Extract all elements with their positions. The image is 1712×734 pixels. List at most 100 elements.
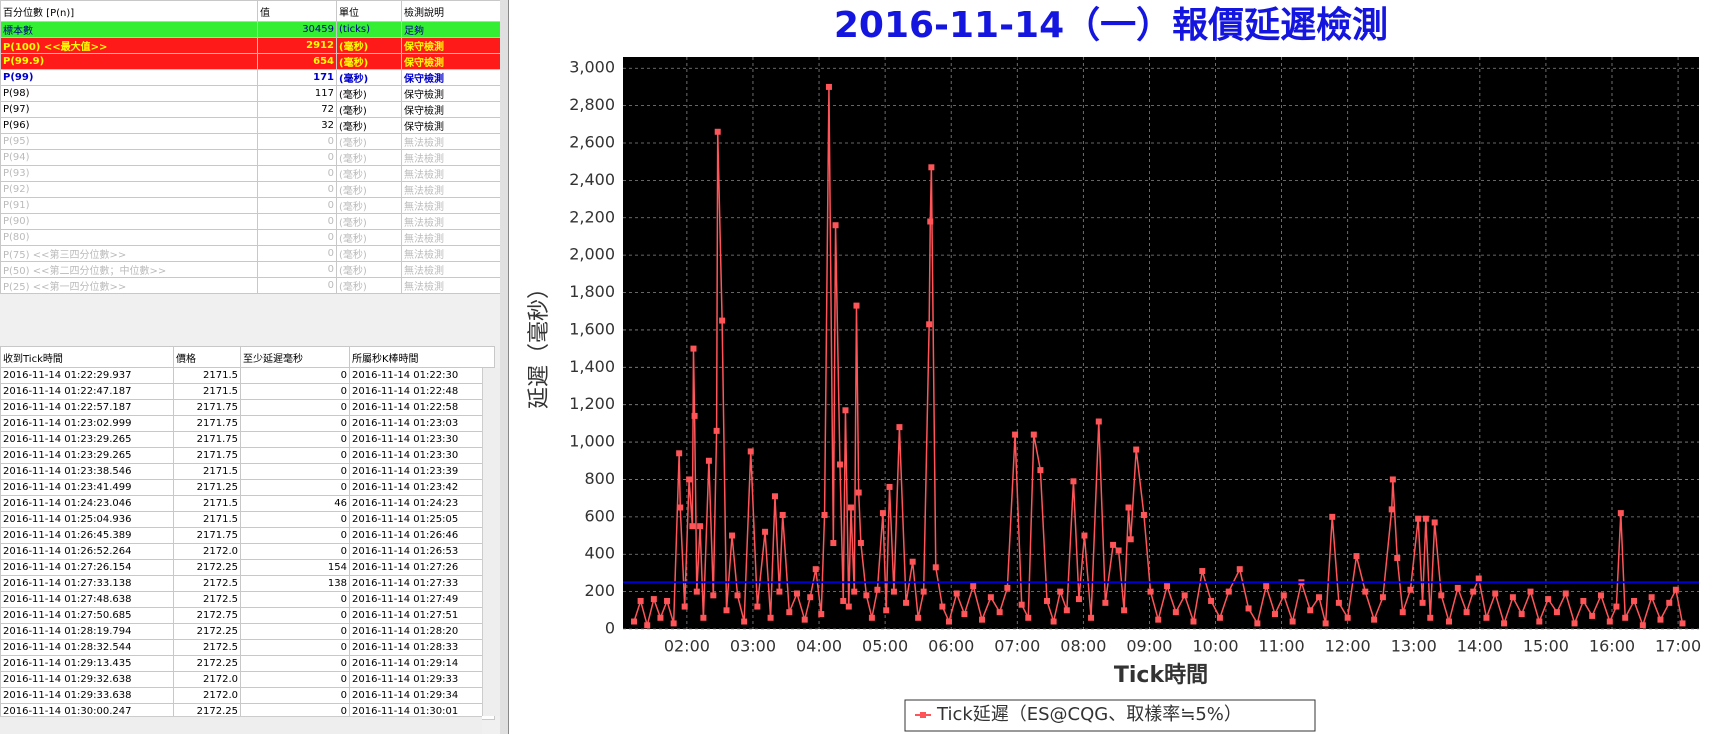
table-cell: 2016-11-14 01:22:47.187 xyxy=(0,383,174,400)
table-row[interactable]: 2016-11-14 01:29:33.638 2172.0 0 2016-11-14… xyxy=(0,687,495,704)
table-row[interactable]: P(99) 171 (毫秒) 保守檢測 xyxy=(0,69,507,86)
table-cell: 2016-11-14 01:23:02.999 xyxy=(0,415,174,432)
data-point xyxy=(1070,478,1077,485)
column-header: 收到Tick時間 xyxy=(0,346,174,368)
data-point xyxy=(1475,575,1482,582)
data-point xyxy=(1427,614,1434,621)
table-row[interactable]: 2016-11-14 01:27:48.638 2172.5 0 2016-11-14… xyxy=(0,591,495,608)
table-cell: 2016-11-14 01:22:29.937 xyxy=(0,367,174,384)
table-row[interactable]: 2016-11-14 01:22:29.937 2171.5 0 2016-11-14… xyxy=(0,367,495,384)
data-point xyxy=(1050,618,1057,625)
table-row[interactable]: P(99.9) 654 (毫秒) 保守檢測 xyxy=(0,53,507,70)
table-row[interactable]: 2016-11-14 01:30:00.247 2172.25 0 2016-11-1… xyxy=(0,703,495,720)
data-point xyxy=(1580,597,1587,604)
table-row[interactable]: P(75) <<第三四分位數>> 0 (毫秒) 無法檢測 xyxy=(0,245,507,262)
table-cell: (毫秒) xyxy=(336,165,402,182)
data-point xyxy=(1509,594,1516,601)
data-point xyxy=(1672,586,1679,593)
table-row[interactable]: 2016-11-14 01:29:32.638 2172.0 0 2016-11-14… xyxy=(0,671,495,688)
table-row[interactable]: P(91) 0 (毫秒) 無法檢測 xyxy=(0,197,507,214)
table-row[interactable]: 2016-11-14 01:26:45.389 2171.75 0 2016-11-1… xyxy=(0,527,495,544)
data-point xyxy=(1102,599,1109,606)
table-row[interactable]: 2016-11-14 01:22:57.187 2171.75 0 2016-11-1… xyxy=(0,399,495,416)
table-cell: (毫秒) xyxy=(336,229,402,246)
table-row[interactable]: P(97) 72 (毫秒) 保守檢測 xyxy=(0,101,507,118)
table-row[interactable]: 2016-11-14 01:23:29.265 2171.75 0 2016-11-1… xyxy=(0,431,495,448)
table-row[interactable]: P(100) <<最大值>> 2912 (毫秒) 保守檢測 xyxy=(0,37,507,54)
table-cell: 2016-11-14 01:23:30 xyxy=(349,447,495,464)
table-cell: 保守檢測 xyxy=(401,53,507,70)
table-cell: 2016-11-14 01:29:33.638 xyxy=(0,687,174,704)
table-cell: 2016-11-14 01:26:46 xyxy=(349,527,495,544)
table-row[interactable]: P(50) <<第二四分位數；中位數>> 0 (毫秒) 無法檢測 xyxy=(0,261,507,278)
data-point xyxy=(1329,513,1336,520)
table-row[interactable]: 2016-11-14 01:23:29.265 2171.75 0 2016-11-1… xyxy=(0,447,495,464)
table-row[interactable]: P(90) 0 (毫秒) 無法檢測 xyxy=(0,213,507,230)
table-cell: 2016-11-14 01:23:29.265 xyxy=(0,447,174,464)
table-row[interactable]: 2016-11-14 01:23:41.499 2171.25 0 2016-11-1… xyxy=(0,479,495,496)
table-cell: (毫秒) xyxy=(336,213,402,230)
table-row[interactable]: P(95) 0 (毫秒) 無法檢測 xyxy=(0,133,507,150)
table-row[interactable]: 標本數 30459 (ticks) 足夠 xyxy=(0,21,507,38)
data-point xyxy=(987,594,994,601)
table-row[interactable]: P(94) 0 (毫秒) 無法檢測 xyxy=(0,149,507,166)
table-row[interactable]: 2016-11-14 01:27:50.685 2172.75 0 2016-11-1… xyxy=(0,607,495,624)
table-cell: 46 xyxy=(240,495,350,512)
table-cell: 0 xyxy=(240,543,350,560)
table-cell: 2171.75 xyxy=(173,447,241,464)
data-point xyxy=(915,614,922,621)
table-cell: 保守檢測 xyxy=(401,37,507,54)
data-point xyxy=(1639,622,1646,629)
y-tick-label: 1,000 xyxy=(569,432,615,451)
y-tick-label: 1,400 xyxy=(569,357,615,376)
table-row[interactable]: 2016-11-14 01:25:04.936 2171.5 0 2016-11-14… xyxy=(0,511,495,528)
table-row[interactable]: P(25) <<第一四分位數>> 0 (毫秒) 無法檢測 xyxy=(0,277,507,294)
splitter[interactable] xyxy=(500,0,509,734)
data-point xyxy=(830,540,837,547)
data-point xyxy=(879,510,886,517)
table-row[interactable]: 2016-11-14 01:28:32.544 2172.5 0 2016-11-14… xyxy=(0,639,495,656)
column-header: 至少延遲毫秒 xyxy=(240,346,350,368)
table-cell: P(100) <<最大值>> xyxy=(0,37,258,54)
data-point xyxy=(1454,584,1461,591)
vertical-scrollbar[interactable] xyxy=(482,368,500,716)
table-row[interactable]: P(96) 32 (毫秒) 保守檢測 xyxy=(0,117,507,134)
table-cell: 保守檢測 xyxy=(401,117,507,134)
table-cell: 0 xyxy=(240,671,350,688)
table-cell: 2172.5 xyxy=(173,575,241,592)
x-tick-label: 12:00 xyxy=(1325,637,1371,656)
legend-label: Tick延遲（ES@CQG、取樣率≒5%） xyxy=(936,704,1242,725)
horizontal-scrollbar[interactable] xyxy=(0,716,482,734)
table-cell: 0 xyxy=(257,197,337,214)
table-cell: 足夠 xyxy=(401,21,507,38)
table-row[interactable]: P(98) 117 (毫秒) 保守檢測 xyxy=(0,85,507,102)
column-header: 百分位數 [P(n)] xyxy=(0,0,258,22)
table-row[interactable]: 2016-11-14 01:24:23.046 2171.5 46 2016-11-1… xyxy=(0,495,495,512)
table-row[interactable]: P(80) 0 (毫秒) 無法檢測 xyxy=(0,229,507,246)
data-point xyxy=(1190,618,1197,625)
table-row[interactable]: 2016-11-14 01:26:52.264 2172.0 0 2016-11-14… xyxy=(0,543,495,560)
table-cell: P(50) <<第二四分位數；中位數>> xyxy=(0,261,258,278)
table-cell: 2171.75 xyxy=(173,527,241,544)
table-cell: 2172.75 xyxy=(173,607,241,624)
table-row[interactable]: P(93) 0 (毫秒) 無法檢測 xyxy=(0,165,507,182)
x-tick-label: 11:00 xyxy=(1259,637,1305,656)
data-point xyxy=(719,317,726,324)
y-tick-label: 800 xyxy=(584,469,615,488)
data-point xyxy=(1463,609,1470,616)
table-row[interactable]: 2016-11-14 01:28:19.794 2172.25 0 2016-11-1… xyxy=(0,623,495,640)
data-point xyxy=(1353,553,1360,560)
table-cell: 2016-11-14 01:29:32.638 xyxy=(0,671,174,688)
table-row[interactable]: 2016-11-14 01:27:26.154 2172.25 154 2016-11… xyxy=(0,559,495,576)
table-row[interactable]: 2016-11-14 01:22:47.187 2171.5 0 2016-11-14… xyxy=(0,383,495,400)
table-cell: (毫秒) xyxy=(336,245,402,262)
data-point xyxy=(1371,616,1378,623)
table-row[interactable]: 2016-11-14 01:23:38.546 2171.5 0 2016-11-14… xyxy=(0,463,495,480)
table-row[interactable]: P(92) 0 (毫秒) 無法檢測 xyxy=(0,181,507,198)
data-point xyxy=(1501,620,1508,627)
table-row[interactable]: 2016-11-14 01:29:13.435 2172.25 0 2016-11-1… xyxy=(0,655,495,672)
table-row[interactable]: 2016-11-14 01:23:02.999 2171.75 0 2016-11-1… xyxy=(0,415,495,432)
table-row[interactable]: 2016-11-14 01:27:33.138 2172.5 138 2016-11-… xyxy=(0,575,495,592)
data-point xyxy=(825,83,832,90)
data-point xyxy=(1289,618,1296,625)
